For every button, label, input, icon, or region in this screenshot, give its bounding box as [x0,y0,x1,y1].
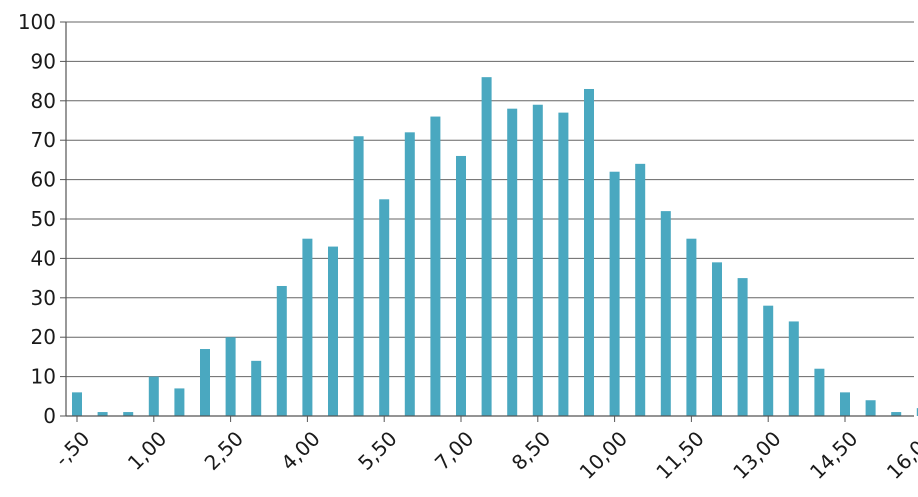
bar [72,392,82,416]
y-tick-labels: 0 10 20 30 40 50 60 70 80 90 100 [18,10,56,428]
y-tick-label: 0 [43,404,56,428]
bar [609,171,620,416]
x-tick-label: -,50 [50,426,95,471]
bar [276,285,287,416]
bar [456,155,466,416]
bar [507,108,518,417]
x-tick-label: 14,50 [805,426,862,483]
y-tick-label: 10 [31,365,56,389]
bar [174,388,185,416]
bar [379,199,390,416]
x-tick-label: 4,00 [276,426,324,474]
x-tick-label: 13,00 [728,426,785,483]
bar [532,104,543,417]
bar [916,408,918,416]
bar [328,246,338,416]
bar [251,360,262,416]
bar [635,163,646,416]
y-tick-label: 60 [31,168,56,192]
bar [737,278,748,416]
bar [123,412,134,416]
y-tick-label: 30 [31,286,56,310]
x-tick-label: 10,00 [575,426,632,483]
y-tick-label: 80 [31,89,56,113]
bar [302,238,313,416]
bar [584,88,594,416]
bar [788,321,799,416]
bar [686,238,697,416]
bar [712,262,722,416]
y-tick-label: 40 [31,246,56,270]
bar [97,412,108,416]
x-tick-label: 11,50 [651,426,708,483]
bar [353,136,364,416]
x-tick-label: 2,50 [200,426,248,474]
bar [481,77,492,416]
y-tick-label: 50 [31,207,56,231]
x-tick-label: 1,00 [123,426,171,474]
bars [72,77,918,417]
bar [865,400,876,416]
y-tick-label: 100 [18,10,56,34]
bar [200,349,210,416]
y-tick-label: 90 [31,49,56,73]
bar [814,368,825,416]
bar [840,392,850,416]
bar [891,412,902,416]
axes [60,21,914,422]
bar [660,211,671,416]
x-tick-labels: -,50 1,00 2,50 4,00 5,50 7,00 8,50 10,00 11,50 13… [50,426,918,483]
x-tick-label: 16,00 [882,426,918,483]
bar [763,305,774,416]
bar [404,132,415,416]
x-tick-label: 5,50 [353,426,401,474]
y-tick-label: 70 [31,128,56,152]
bar [430,116,441,416]
y-tick-label: 20 [31,325,56,349]
x-tick-label: 7,00 [430,426,478,474]
bar [225,337,236,416]
bar [558,112,569,417]
x-tick-label: 8,50 [507,426,555,474]
bar [148,376,159,416]
